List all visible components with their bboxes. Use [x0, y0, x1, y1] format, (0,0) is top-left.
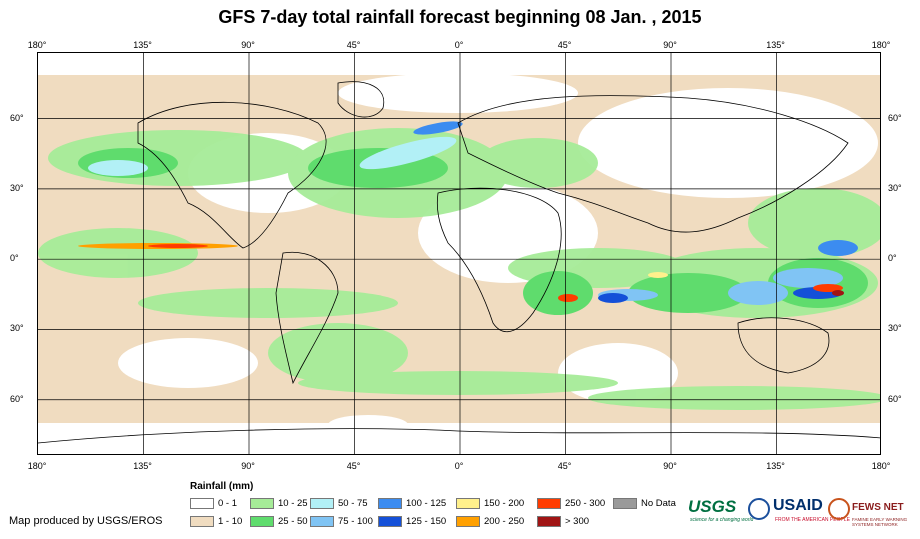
- latitude-tick-label: 60°: [888, 112, 902, 123]
- rainfall-map-canvas: [38, 53, 880, 454]
- legend-label: 200 - 250: [484, 516, 525, 527]
- legend-label: 0 - 1: [218, 498, 238, 509]
- antarctica: [38, 428, 880, 444]
- legend-label: 100 - 125: [406, 498, 447, 509]
- legend-label: No Data: [641, 498, 676, 509]
- latitude-tick-label: 60°: [10, 112, 24, 123]
- legend-label: 75 - 100: [338, 516, 373, 527]
- latitude-tick-label: 0°: [10, 253, 19, 264]
- rain-band-heavy: [78, 243, 844, 302]
- legend-swatch: [613, 498, 637, 509]
- latitude-tick-label: 0°: [888, 253, 897, 264]
- australia: [737, 317, 830, 374]
- legend-swatch: [378, 498, 402, 509]
- latitude-tick-label: 60°: [10, 393, 24, 404]
- latitude-tick-label: 30°: [888, 182, 902, 193]
- longitude-tick-label: 90°: [241, 461, 255, 471]
- south-america: [275, 251, 339, 385]
- usaid-tagline: FROM THE AMERICAN PEOPLE: [775, 517, 850, 523]
- legend-swatch: [378, 516, 402, 527]
- legend-swatch: [250, 516, 274, 527]
- longitude-tick-label: 45°: [557, 461, 572, 471]
- rain-band-50-100: [88, 136, 843, 305]
- north-america: [137, 101, 327, 249]
- longitude-tick-label: 45°: [557, 40, 572, 50]
- legend-label: 10 - 25: [278, 498, 308, 509]
- greenland: [337, 81, 385, 118]
- credit-text: Map produced by USGS/EROS: [9, 515, 163, 527]
- longitude-tick-label: 45°: [346, 40, 361, 50]
- legend-swatch: [310, 498, 334, 509]
- latitude-tick-label: 60°: [888, 393, 902, 404]
- legend-label: 25 - 50: [278, 516, 308, 527]
- longitude-tick-label: 90°: [241, 40, 255, 50]
- legend-swatch: [537, 516, 561, 527]
- longitude-tick-label: 135°: [133, 40, 152, 50]
- usgs-tagline: science for a changing world: [690, 517, 754, 523]
- legend-title: Rainfall (mm): [190, 481, 254, 492]
- latitude-tick-label: 30°: [10, 182, 24, 193]
- longitude-tick-label: 45°: [346, 461, 361, 471]
- legend-label: 250 - 300: [565, 498, 606, 509]
- legend-label: 150 - 200: [484, 498, 525, 509]
- map-title: GFS 7-day total rainfall forecast beginn…: [218, 7, 702, 27]
- graticule: [38, 53, 880, 454]
- usaid-seal-icon: [748, 498, 770, 520]
- longitude-tick-label: 180°: [871, 461, 891, 471]
- legend-label: > 300: [565, 516, 590, 527]
- coastlines: [38, 81, 880, 444]
- latitude-tick-label: 30°: [888, 323, 902, 334]
- longitude-tick-label: 135°: [133, 461, 152, 471]
- dry-zones: [38, 53, 880, 454]
- europe-asia: [457, 95, 849, 233]
- fews-net-logo: FEWS NET: [852, 502, 904, 513]
- fews-net-tagline: FAMINE EARLY WARNING SYSTEMS NETWORK: [852, 517, 908, 527]
- legend-label: 50 - 75: [338, 498, 368, 509]
- latitude-tick-label: 30°: [10, 323, 24, 334]
- legend-swatch: [456, 516, 480, 527]
- longitude-tick-label: 90°: [663, 40, 677, 50]
- legend-swatch: [190, 516, 214, 527]
- longitude-tick-label: 180°: [27, 40, 47, 50]
- usaid-logo: USAID: [773, 497, 823, 514]
- legend-swatch: [250, 498, 274, 509]
- longitude-tick-label: 135°: [766, 40, 785, 50]
- longitude-tick-label: 180°: [871, 40, 891, 50]
- longitude-tick-label: 90°: [663, 461, 677, 471]
- legend-swatch: [310, 516, 334, 527]
- legend-swatch: [537, 498, 561, 509]
- legend-swatch: [456, 498, 480, 509]
- usgs-logo: USGS: [688, 497, 737, 516]
- rainfall-map: [37, 52, 881, 455]
- legend-label: 125 - 150: [406, 516, 447, 527]
- legend-label: 1 - 10: [218, 516, 243, 527]
- longitude-tick-label: 0°: [454, 461, 464, 471]
- longitude-tick-label: 0°: [454, 40, 464, 50]
- africa: [436, 187, 562, 333]
- longitude-tick-label: 135°: [766, 461, 785, 471]
- fews-seal-icon: [828, 498, 850, 520]
- longitude-tick-label: 180°: [27, 461, 47, 471]
- legend-swatch: [190, 498, 214, 509]
